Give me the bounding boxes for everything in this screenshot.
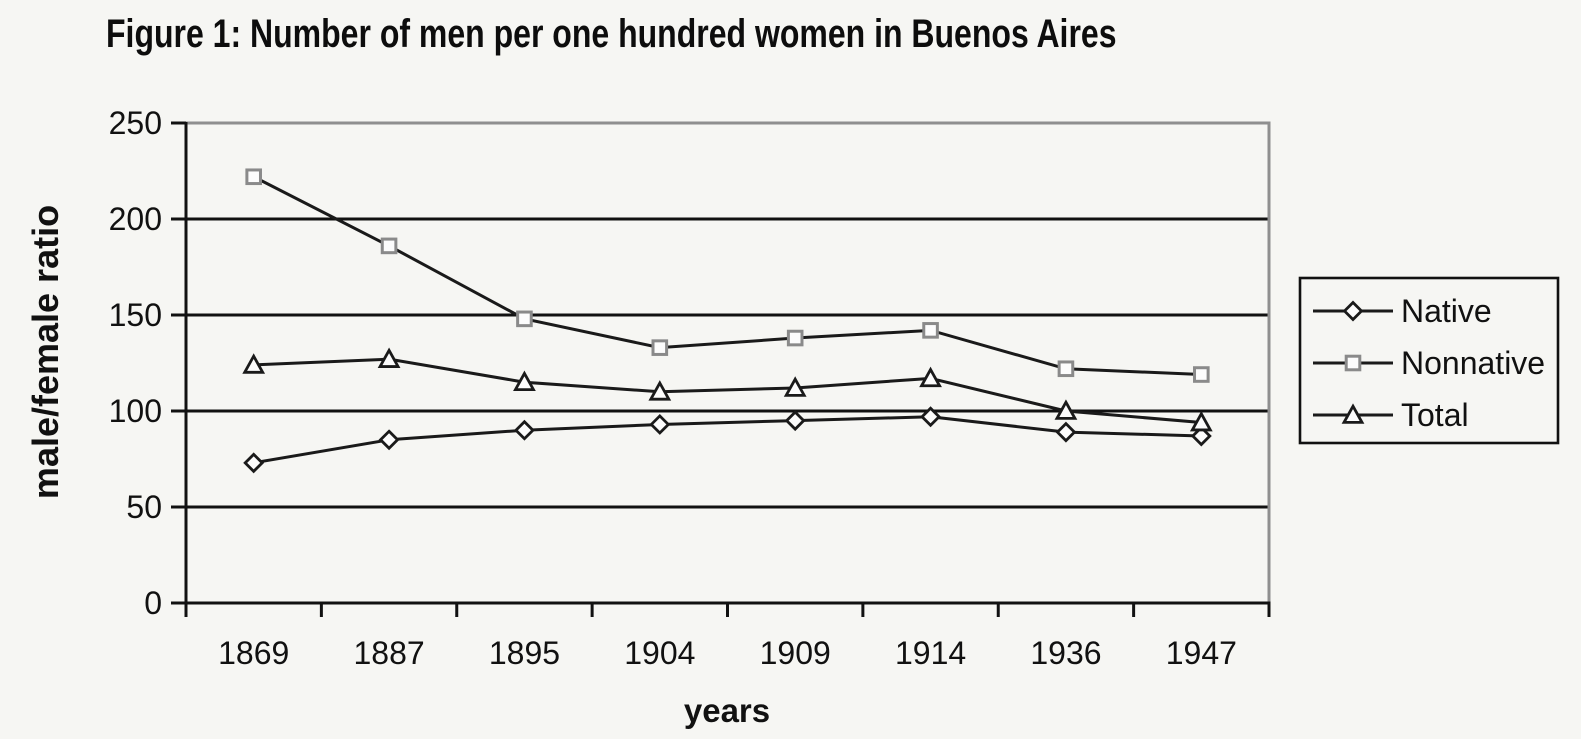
series-nonnative-marker bbox=[245, 168, 262, 186]
series-nonnative-marker bbox=[380, 237, 398, 255]
y-tick-label: 0 bbox=[144, 585, 162, 621]
series-total-marker bbox=[1189, 410, 1213, 432]
series-total-marker bbox=[377, 347, 401, 368]
legend: Native Nonnative Total bbox=[1298, 276, 1560, 445]
figure-title: Figure 1: Number of men per one hundred … bbox=[106, 12, 1117, 56]
series-nonnative-marker bbox=[1193, 366, 1210, 383]
series-native-marker bbox=[243, 452, 265, 474]
series-total-marker bbox=[783, 376, 807, 397]
tick-labels-group: 0 50 100 150 200 250 1869 1887 1895 1904 1909 1914 1… bbox=[109, 105, 1237, 671]
series-native-marker bbox=[378, 429, 400, 451]
series-native-marker bbox=[1055, 421, 1077, 443]
series-nonnative-marker bbox=[922, 322, 939, 339]
x-axis-title: years bbox=[684, 692, 770, 729]
legend-label: Nonnative bbox=[1401, 345, 1545, 381]
x-tick-label: 1904 bbox=[624, 635, 695, 671]
legend-item-total: Total bbox=[1313, 397, 1469, 433]
legend-diamond-marker bbox=[1342, 300, 1364, 322]
series-nonnative-marker bbox=[786, 329, 804, 347]
legend-item-nonnative: Nonnative bbox=[1313, 345, 1545, 381]
gridlines-group bbox=[186, 217, 1269, 509]
legend-label: Native bbox=[1401, 293, 1492, 329]
legend-triangle-marker bbox=[1341, 403, 1365, 424]
series-total-marker bbox=[242, 353, 266, 374]
series-group bbox=[242, 168, 1213, 474]
series-total-marker bbox=[513, 370, 536, 391]
y-axis-title: male/female ratio bbox=[25, 205, 66, 499]
y-tick-label: 200 bbox=[109, 201, 162, 237]
series-native-marker bbox=[649, 413, 671, 435]
x-tick-label: 1887 bbox=[353, 635, 424, 671]
legend-square-marker bbox=[1344, 354, 1362, 372]
x-tick-label: 1895 bbox=[489, 635, 560, 671]
x-tick-label: 1914 bbox=[895, 635, 966, 671]
x-tick-label: 1869 bbox=[218, 635, 289, 671]
y-tick-label: 250 bbox=[109, 105, 162, 141]
series-native-marker bbox=[513, 419, 535, 441]
y-tick-label: 100 bbox=[109, 393, 162, 429]
series-nonnative-line bbox=[253, 175, 1202, 377]
x-tick-label: 1909 bbox=[760, 635, 831, 671]
legend-item-native: Native bbox=[1313, 293, 1492, 329]
series-native-marker bbox=[920, 406, 942, 428]
x-tick-label: 1947 bbox=[1166, 635, 1237, 671]
x-tick-label: 1936 bbox=[1030, 635, 1101, 671]
legend-label: Total bbox=[1401, 397, 1469, 433]
series-nonnative-marker bbox=[516, 310, 533, 328]
legend-box bbox=[1298, 276, 1560, 445]
series-native-line bbox=[253, 415, 1202, 465]
series-total-marker bbox=[648, 380, 672, 401]
series-nonnative-marker bbox=[651, 339, 669, 356]
axes-group bbox=[171, 121, 1271, 617]
series-native-marker bbox=[1190, 425, 1212, 447]
series-nonnative-marker bbox=[1057, 360, 1075, 378]
series-total-line bbox=[253, 357, 1202, 425]
series-native-marker bbox=[784, 410, 806, 432]
series-total-marker bbox=[919, 366, 942, 388]
y-tick-label: 150 bbox=[109, 297, 162, 333]
series-total-marker bbox=[1054, 399, 1078, 420]
y-tick-label: 50 bbox=[126, 489, 162, 525]
